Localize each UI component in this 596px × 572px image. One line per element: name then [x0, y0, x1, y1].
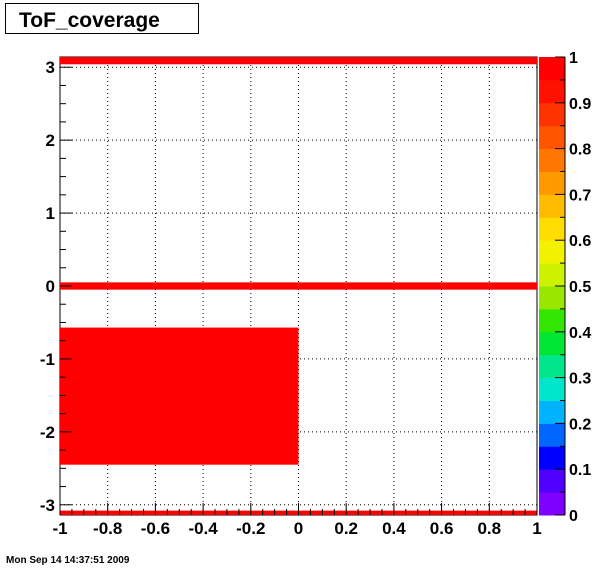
palette-layer: 0 0.1 0.2 0.3 0.4 0.5 0.6 0.7 0.8 0.9 1	[539, 50, 591, 525]
palette-tick-label: 1	[569, 50, 578, 67]
palette-swatch	[539, 102, 565, 127]
heatmap-cell	[60, 327, 299, 465]
y-tick-label: 3	[46, 58, 55, 77]
palette-swatch	[539, 308, 565, 333]
y-tick-label: -2	[40, 423, 55, 442]
palette-tick-label: 0	[569, 508, 578, 525]
palette-swatch	[539, 148, 565, 172]
palette-swatch	[539, 400, 565, 424]
palette-tick-label: 0.1	[569, 462, 591, 479]
palette-swatch	[539, 263, 565, 287]
palette-tick-label: 0.7	[569, 187, 591, 204]
x-tick-label: -0.6	[141, 519, 170, 538]
x-tick-label: 0.4	[382, 519, 406, 538]
palette-swatch	[539, 125, 565, 150]
palette-swatch	[539, 286, 565, 310]
x-tick-label: 1	[532, 519, 541, 538]
palette-tick-label: 0.6	[569, 233, 591, 250]
x-tick-label: -0.8	[93, 519, 122, 538]
chart-title: ToF_coverage	[19, 9, 160, 32]
palette-tick-label: 0.9	[569, 96, 591, 113]
x-tick-label: -0.4	[188, 519, 218, 538]
heatmap-cell	[60, 282, 537, 290]
palette-swatch	[539, 423, 565, 447]
x-tick-label: 0	[294, 519, 303, 538]
x-tick-label: -0.2	[236, 519, 265, 538]
x-tick-label: 0.6	[430, 519, 454, 538]
palette-tick-label: 0.3	[569, 371, 591, 388]
palette-swatch	[539, 194, 565, 218]
y-tick-label: 0	[46, 277, 55, 296]
heatmap-cell	[60, 57, 537, 65]
palette-swatch	[539, 377, 565, 401]
palette-swatch	[539, 492, 565, 516]
palette-swatch	[539, 446, 565, 470]
y-tick-label: 1	[46, 204, 55, 223]
axis-layer: -1 -0.8 -0.6 -0.4 -0.2 0 0.2 0.4 0.6 0.8 1 -3 -2 -1 0 1…	[40, 58, 542, 538]
y-tick-label: -3	[40, 496, 55, 515]
palette-tick-label: 0.8	[569, 142, 591, 159]
x-tick-label: 0.8	[477, 519, 501, 538]
palette-swatch	[539, 354, 565, 379]
x-tick-label: -1	[52, 519, 67, 538]
palette-swatch	[539, 79, 565, 104]
palette-swatch	[539, 331, 565, 356]
y-tick-label: 2	[46, 131, 55, 150]
palette-tick-label: 0.4	[569, 325, 591, 342]
title-box: ToF_coverage	[5, 3, 199, 34]
palette-tick-label: 0.2	[569, 416, 591, 433]
palette-swatch	[539, 217, 565, 241]
palette-swatch	[539, 240, 565, 264]
y-tick-label: -1	[40, 350, 55, 369]
x-tick-label: 0.2	[334, 519, 358, 538]
palette-swatch	[539, 469, 565, 493]
palette-swatch	[539, 57, 565, 81]
palette-swatch	[539, 171, 565, 195]
palette-tick-label: 0.5	[569, 279, 591, 296]
timestamp: Mon Sep 14 14:37:51 2009	[6, 555, 130, 566]
